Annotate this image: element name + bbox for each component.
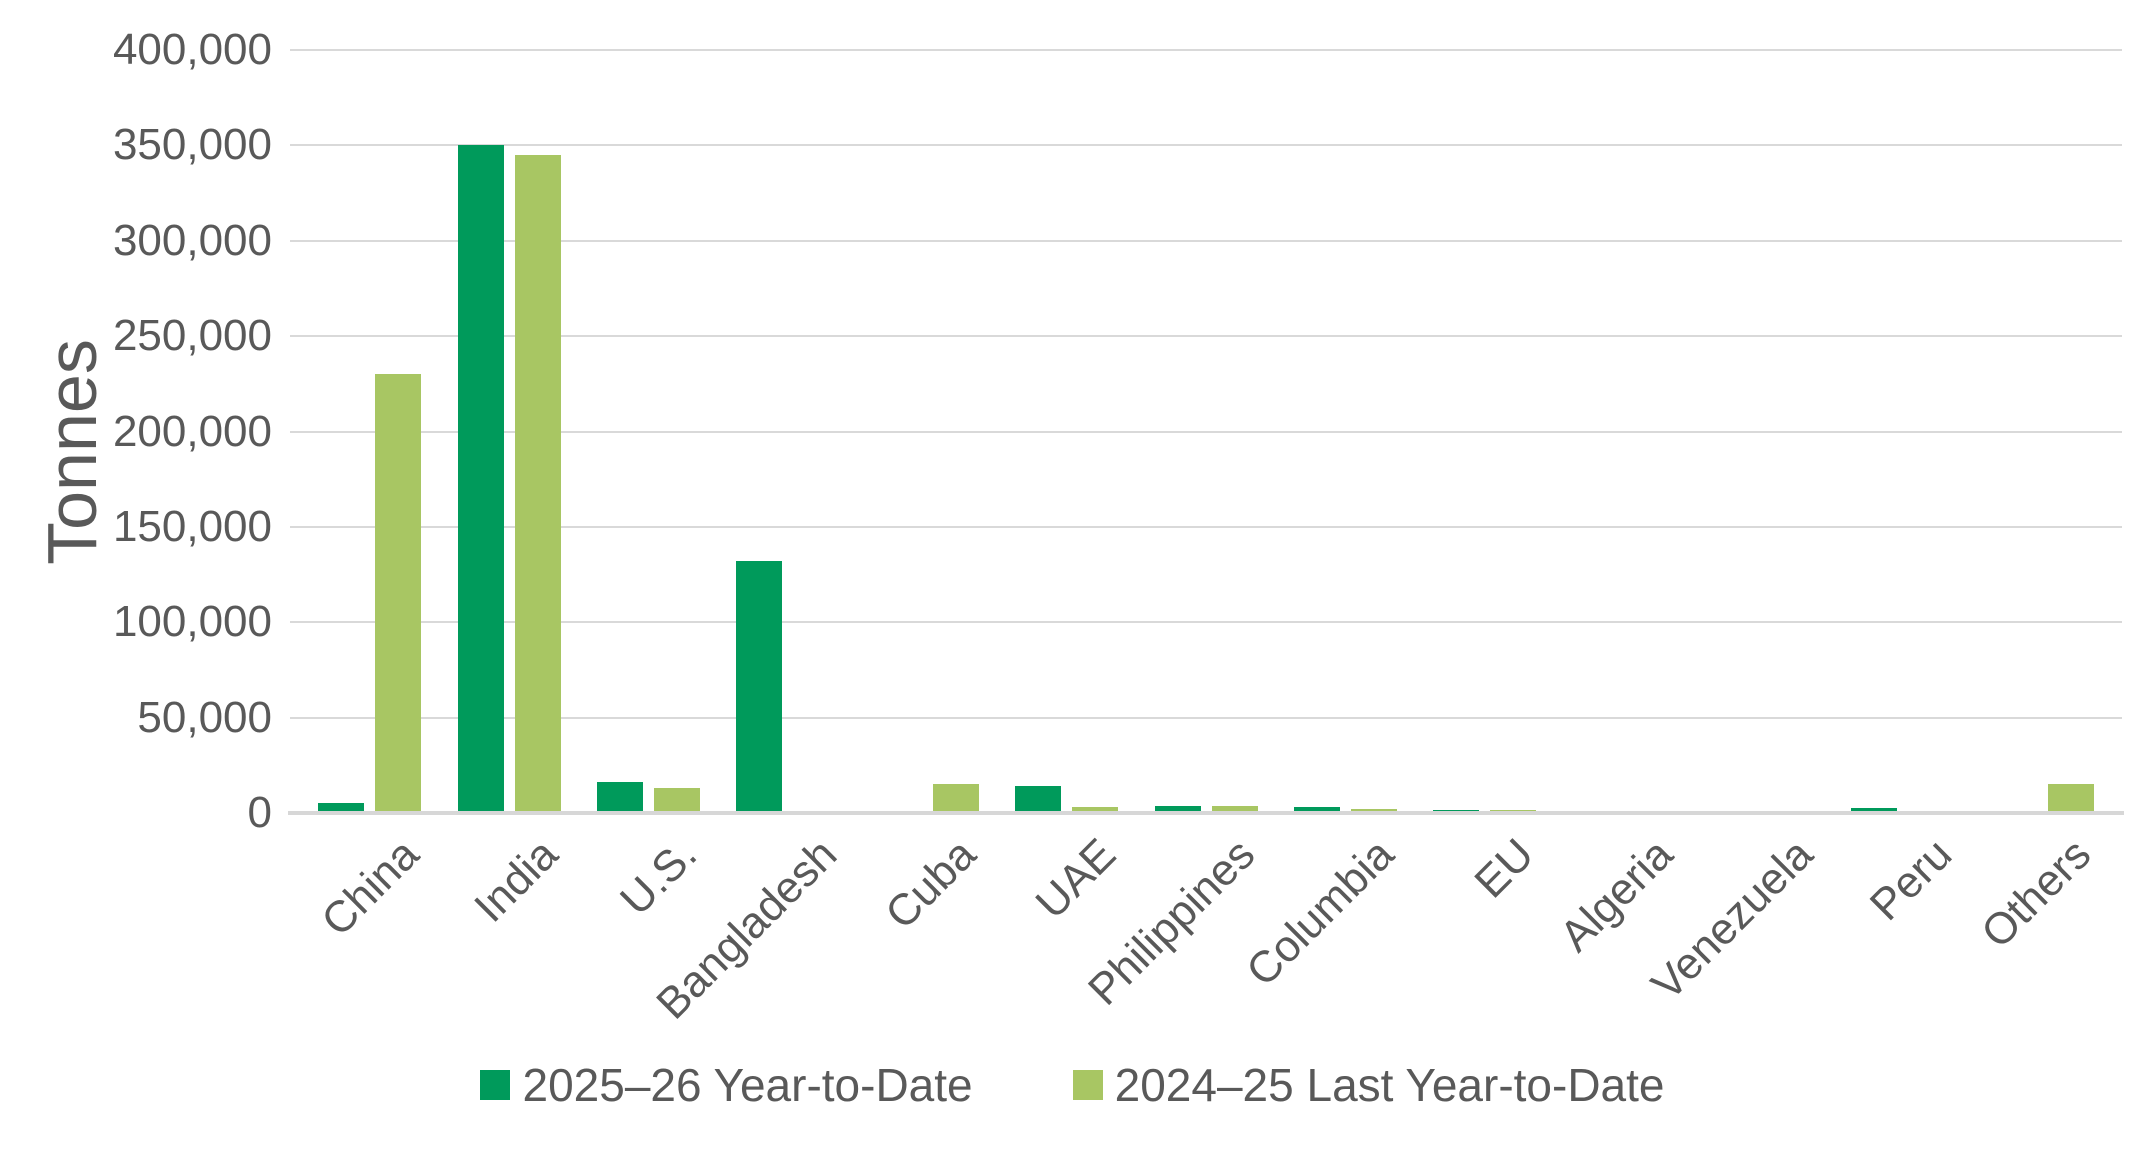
bar-bangladesh-2025-26-year-to-date xyxy=(736,561,783,813)
x-label-uae: UAE xyxy=(1026,829,1125,929)
y-tick-label-50-000: 50,000 xyxy=(137,692,272,742)
y-tick-label-250-000: 250,000 xyxy=(112,311,272,361)
bar-philippines-2024-25-last-year-to-date xyxy=(1211,806,1258,813)
bar-group-others xyxy=(1973,50,2112,813)
y-tick-label-300-000: 300,000 xyxy=(112,215,272,265)
bar-group-columbia xyxy=(1276,50,1415,813)
x-label-peru: Peru xyxy=(1860,829,1962,930)
bar-group-peru xyxy=(1833,50,1972,813)
plot-area xyxy=(288,49,2124,815)
y-tick-label-350-000: 350,000 xyxy=(112,120,272,170)
bar-group-u-s xyxy=(579,50,718,813)
legend-swatch-2025-26 xyxy=(480,1070,511,1100)
x-label-algeria: Algeria xyxy=(1550,829,1683,962)
bar-group-philippines xyxy=(1136,50,1275,813)
x-label-cuba: Cuba xyxy=(876,829,986,939)
bar-u-s-2025-26-year-to-date xyxy=(596,782,643,813)
gridline-300000 xyxy=(290,239,2122,242)
legend-item-2024-25: 2024–25 Last Year-to-Date xyxy=(1072,1058,1665,1112)
bar-group-china xyxy=(300,50,439,813)
bar-china-2025-26-year-to-date xyxy=(318,803,365,813)
y-tick-label-400-000: 400,000 xyxy=(112,25,272,74)
bar-group-bangladesh xyxy=(718,50,857,813)
y-tick-label-0: 0 xyxy=(247,788,272,837)
gridline-50000 xyxy=(290,716,2122,719)
x-label-columbia: Columbia xyxy=(1237,829,1404,996)
bar-group-venezuela xyxy=(1694,50,1833,813)
bar-group-algeria xyxy=(1555,50,1694,813)
x-label-u-s: U.S. xyxy=(611,829,707,925)
legend-label-2024-25: 2024–25 Last Year-to-Date xyxy=(1114,1059,1665,1111)
x-label-india: India xyxy=(465,829,568,932)
gridline-400000 xyxy=(290,49,2122,51)
legend-label-2025-26: 2025–26 Year-to-Date xyxy=(522,1059,973,1111)
gridline-200000 xyxy=(290,430,2122,433)
x-label-others: Others xyxy=(1972,829,2101,958)
gridline-150000 xyxy=(290,525,2122,528)
bar-u-s-2024-25-last-year-to-date xyxy=(653,788,700,813)
gridline-250000 xyxy=(290,335,2122,338)
bar-group-eu xyxy=(1415,50,1554,813)
bar-uae-2024-25-last-year-to-date xyxy=(1072,807,1119,813)
gridline-350000 xyxy=(290,144,2122,147)
x-axis-line xyxy=(288,811,2124,815)
y-tick-label-200-000: 200,000 xyxy=(112,406,272,456)
bar-india-2025-26-year-to-date xyxy=(457,145,504,813)
legend-swatch-2024-25 xyxy=(1072,1070,1103,1100)
bar-group-cuba xyxy=(858,50,997,813)
x-label-eu: EU xyxy=(1465,829,1543,908)
x-label-china: China xyxy=(311,829,428,946)
y-tick-label-100-000: 100,000 xyxy=(112,597,272,647)
bar-india-2024-25-last-year-to-date xyxy=(514,155,561,813)
bar-columbia-2025-26-year-to-date xyxy=(1293,807,1340,813)
bar-china-2024-25-last-year-to-date xyxy=(375,374,422,813)
bar-group-india xyxy=(439,50,578,813)
legend: 2025–26 Year-to-Date 2024–25 Last Year-t… xyxy=(0,1058,2145,1112)
bar-group-uae xyxy=(997,50,1136,813)
bar-uae-2025-26-year-to-date xyxy=(1015,786,1062,813)
bar-philippines-2025-26-year-to-date xyxy=(1154,806,1201,813)
bar-peru-2025-26-year-to-date xyxy=(1851,808,1898,813)
bar-groups xyxy=(300,50,2112,813)
gridline-100000 xyxy=(290,621,2122,624)
legend-item-2025-26: 2025–26 Year-to-Date xyxy=(480,1058,973,1112)
bar-others-2024-25-last-year-to-date xyxy=(2047,784,2094,813)
y-tick-label-150-000: 150,000 xyxy=(112,501,272,551)
bar-cuba-2024-25-last-year-to-date xyxy=(932,784,979,813)
